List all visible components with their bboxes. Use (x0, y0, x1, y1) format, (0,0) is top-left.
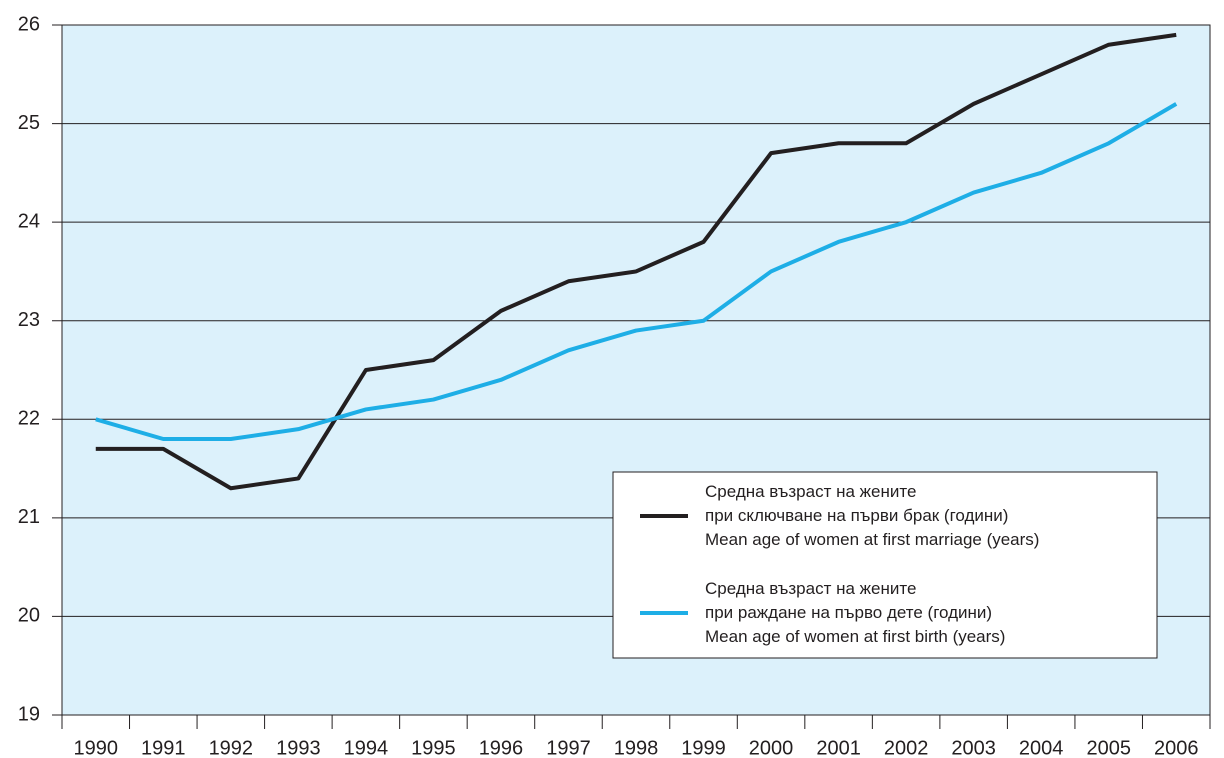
x-tick-label: 1997 (546, 737, 591, 758)
x-tick-label: 1993 (276, 737, 321, 758)
y-tick-label: 24 (18, 210, 40, 232)
x-tick-label: 2002 (884, 737, 929, 758)
line-series (95, 102, 1178, 441)
x-tick-label: 2000 (749, 737, 794, 758)
x-tick-label: 1995 (411, 737, 456, 758)
x-tick-label: 1998 (614, 737, 659, 758)
y-tick-label: 23 (18, 309, 40, 331)
y-tick-label: 19 (18, 703, 40, 725)
x-tick-label: 2006 (1154, 737, 1199, 758)
y-tick-label: 20 (18, 605, 40, 627)
x-tick-label: 1992 (209, 737, 254, 758)
x-tick-label: 2005 (1086, 737, 1131, 758)
y-tick-label: 26 (18, 13, 40, 35)
legend-box (612, 471, 1158, 659)
x-tick-label: 1999 (681, 737, 726, 758)
line-series (95, 32, 1177, 491)
legend-label: Средна възраст на жените при сключване н… (705, 482, 1040, 549)
y-tick-label: 22 (18, 408, 40, 430)
x-tick-label: 1990 (74, 737, 119, 758)
x-tick-label: 2004 (1019, 737, 1064, 758)
x-tick-label: 1991 (141, 737, 186, 758)
x-tick-label: 1996 (479, 737, 524, 758)
x-tick-label: 2003 (951, 737, 996, 758)
x-tick-label: 1994 (344, 737, 389, 758)
legend-label: Средна възраст на жените при раждане на … (705, 579, 1006, 646)
y-tick-label: 21 (18, 506, 40, 528)
y-tick-label: 25 (18, 112, 40, 134)
x-tick-label: 2001 (816, 737, 861, 758)
